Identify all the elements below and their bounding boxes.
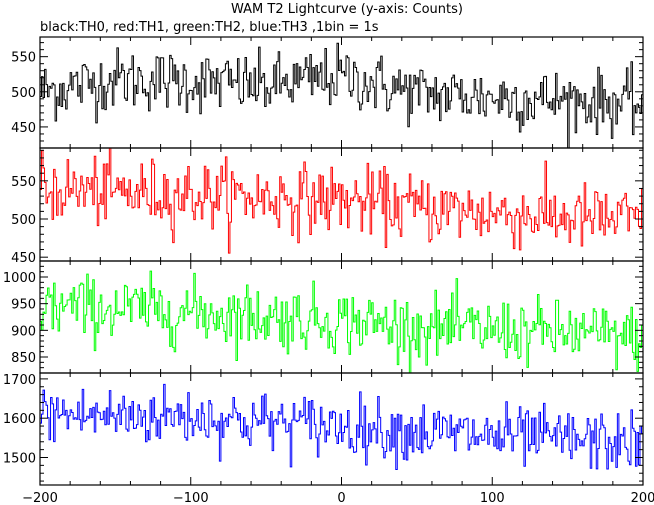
panel-th0: 450 500 550 xyxy=(11,36,644,149)
series-th3-line xyxy=(40,383,643,470)
series-th1-line xyxy=(40,148,643,254)
x-tick-label: −200 xyxy=(22,491,58,505)
y-tick-label: 500 xyxy=(11,86,36,101)
panel-th1: 450 500 550 xyxy=(11,147,644,266)
series-th2-line xyxy=(40,270,643,373)
y-tick-label: 1000 xyxy=(3,271,36,286)
y-tick-label: 1600 xyxy=(3,412,36,427)
panel-th0-frame xyxy=(39,36,644,149)
y-tick-label: 550 xyxy=(11,51,36,66)
y-tick-label: 1700 xyxy=(3,373,36,388)
y-tick-label: 550 xyxy=(11,175,36,190)
series-th0-line xyxy=(40,42,643,148)
x-tick-label: −100 xyxy=(173,491,209,505)
y-tick-label: 950 xyxy=(11,298,36,313)
x-tick-label: 200 xyxy=(631,491,654,505)
chart-subtitle: black:TH0, red:TH1, green:TH2, blue:TH3 … xyxy=(40,20,379,35)
panels-group: 4505005504505005508509009501000150016001… xyxy=(3,36,654,505)
panel-th2: 850 900 950 1000 xyxy=(3,260,644,374)
x-tick-label: 100 xyxy=(480,491,505,505)
y-tick-label: 500 xyxy=(11,213,36,228)
panel-th3: 1500 1600 1700 −200 −100 0 100 200 xyxy=(3,372,654,505)
y-tick-label: 850 xyxy=(11,351,36,366)
chart-title: WAM T2 Lightcurve (y-axis: Counts) xyxy=(231,2,463,17)
y-tick-label: 900 xyxy=(11,324,36,339)
y-tick-label: 450 xyxy=(11,251,36,266)
y-tick-label: 450 xyxy=(11,121,36,136)
y-tick-label: 1500 xyxy=(3,451,36,466)
x-tick-label: 0 xyxy=(337,491,345,505)
